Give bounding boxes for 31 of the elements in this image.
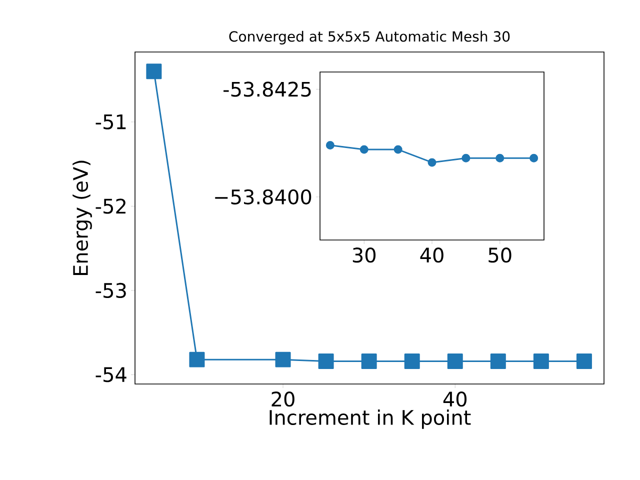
y-tick-label: −53.8400 bbox=[215, 189, 312, 204]
point bbox=[404, 353, 420, 369]
point bbox=[326, 140, 334, 150]
x-tick-label: 30 bbox=[352, 248, 376, 263]
point bbox=[576, 353, 592, 369]
point bbox=[428, 158, 436, 167]
y-axis-title: Energy (eV) bbox=[72, 160, 92, 276]
y-tick-label: -51 bbox=[96, 114, 126, 130]
point bbox=[496, 154, 504, 162]
point bbox=[146, 64, 162, 80]
x-axis-title: Increment in K point bbox=[270, 410, 471, 429]
point bbox=[490, 353, 506, 369]
point bbox=[189, 352, 205, 368]
point bbox=[530, 154, 538, 162]
x-tick-label: 50 bbox=[488, 248, 512, 263]
point bbox=[533, 353, 549, 369]
y-tick-label: -52 bbox=[96, 198, 126, 214]
chart-title: Converged at 5x5x5 Automatic Mesh 30 bbox=[229, 30, 510, 44]
point bbox=[462, 154, 470, 162]
point bbox=[360, 145, 368, 154]
y-tick-label: -53 bbox=[96, 282, 126, 298]
x-tick-label: 40 bbox=[443, 392, 467, 407]
point bbox=[275, 352, 291, 368]
point bbox=[394, 145, 402, 154]
point bbox=[447, 353, 463, 369]
point bbox=[361, 353, 377, 369]
x-tick-label: 40 bbox=[420, 248, 444, 263]
y-tick-label: -54 bbox=[96, 367, 126, 382]
y-tick-label: -53.8425 bbox=[224, 82, 311, 97]
point bbox=[318, 353, 334, 369]
x-tick-label: 20 bbox=[272, 392, 294, 407]
